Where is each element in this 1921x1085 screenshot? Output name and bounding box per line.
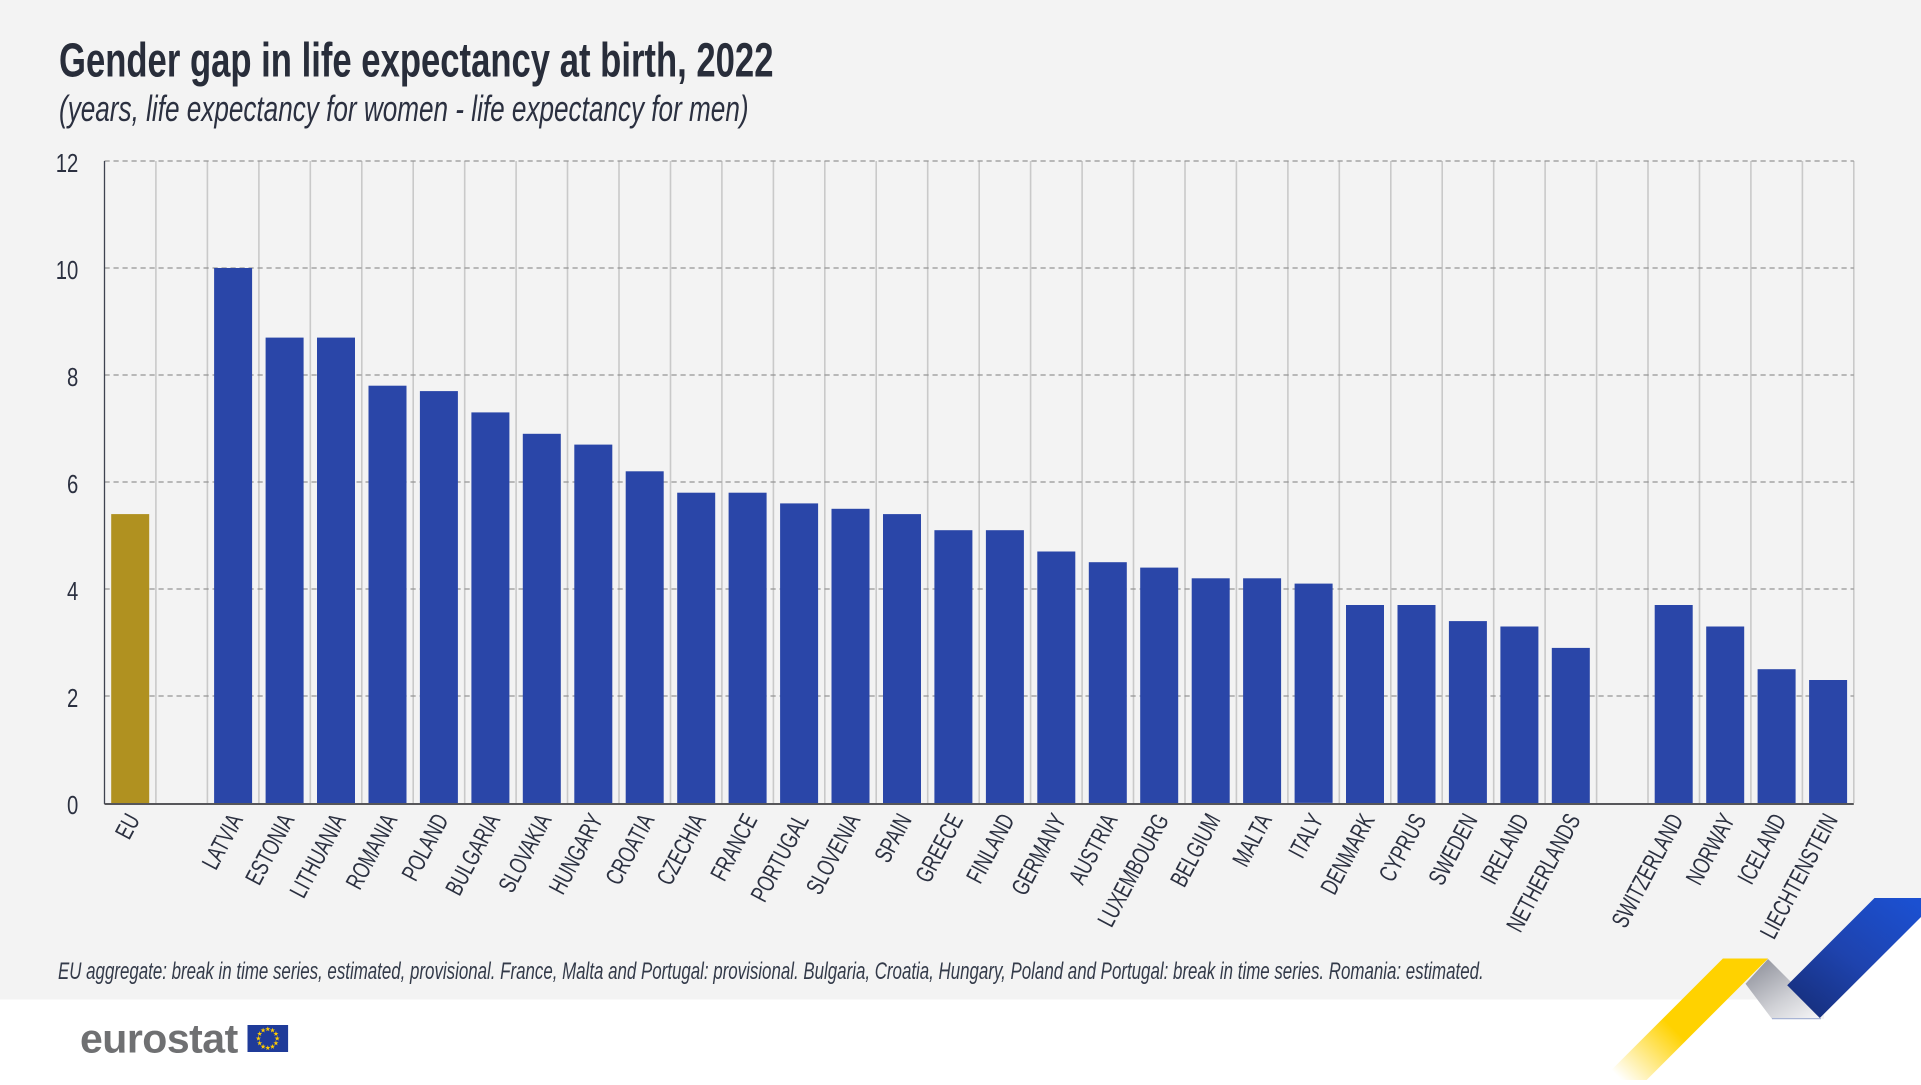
svg-text:12: 12 <box>56 149 79 178</box>
svg-text:8: 8 <box>67 363 78 392</box>
svg-text:eurostat: eurostat <box>80 1016 239 1062</box>
svg-text:2: 2 <box>67 684 78 713</box>
svg-text:Gender gap in life expectancy: Gender gap in life expectancy at birth, … <box>59 33 773 87</box>
svg-text:EU aggregate: break in time se: EU aggregate: break in time series, esti… <box>58 958 1484 985</box>
svg-text:(years, life expectancy for wo: (years, life expectancy for women - life… <box>59 89 749 129</box>
svg-text:4: 4 <box>67 577 78 606</box>
svg-text:6: 6 <box>67 470 78 499</box>
svg-text:0: 0 <box>67 791 78 820</box>
svg-text:10: 10 <box>56 256 79 285</box>
